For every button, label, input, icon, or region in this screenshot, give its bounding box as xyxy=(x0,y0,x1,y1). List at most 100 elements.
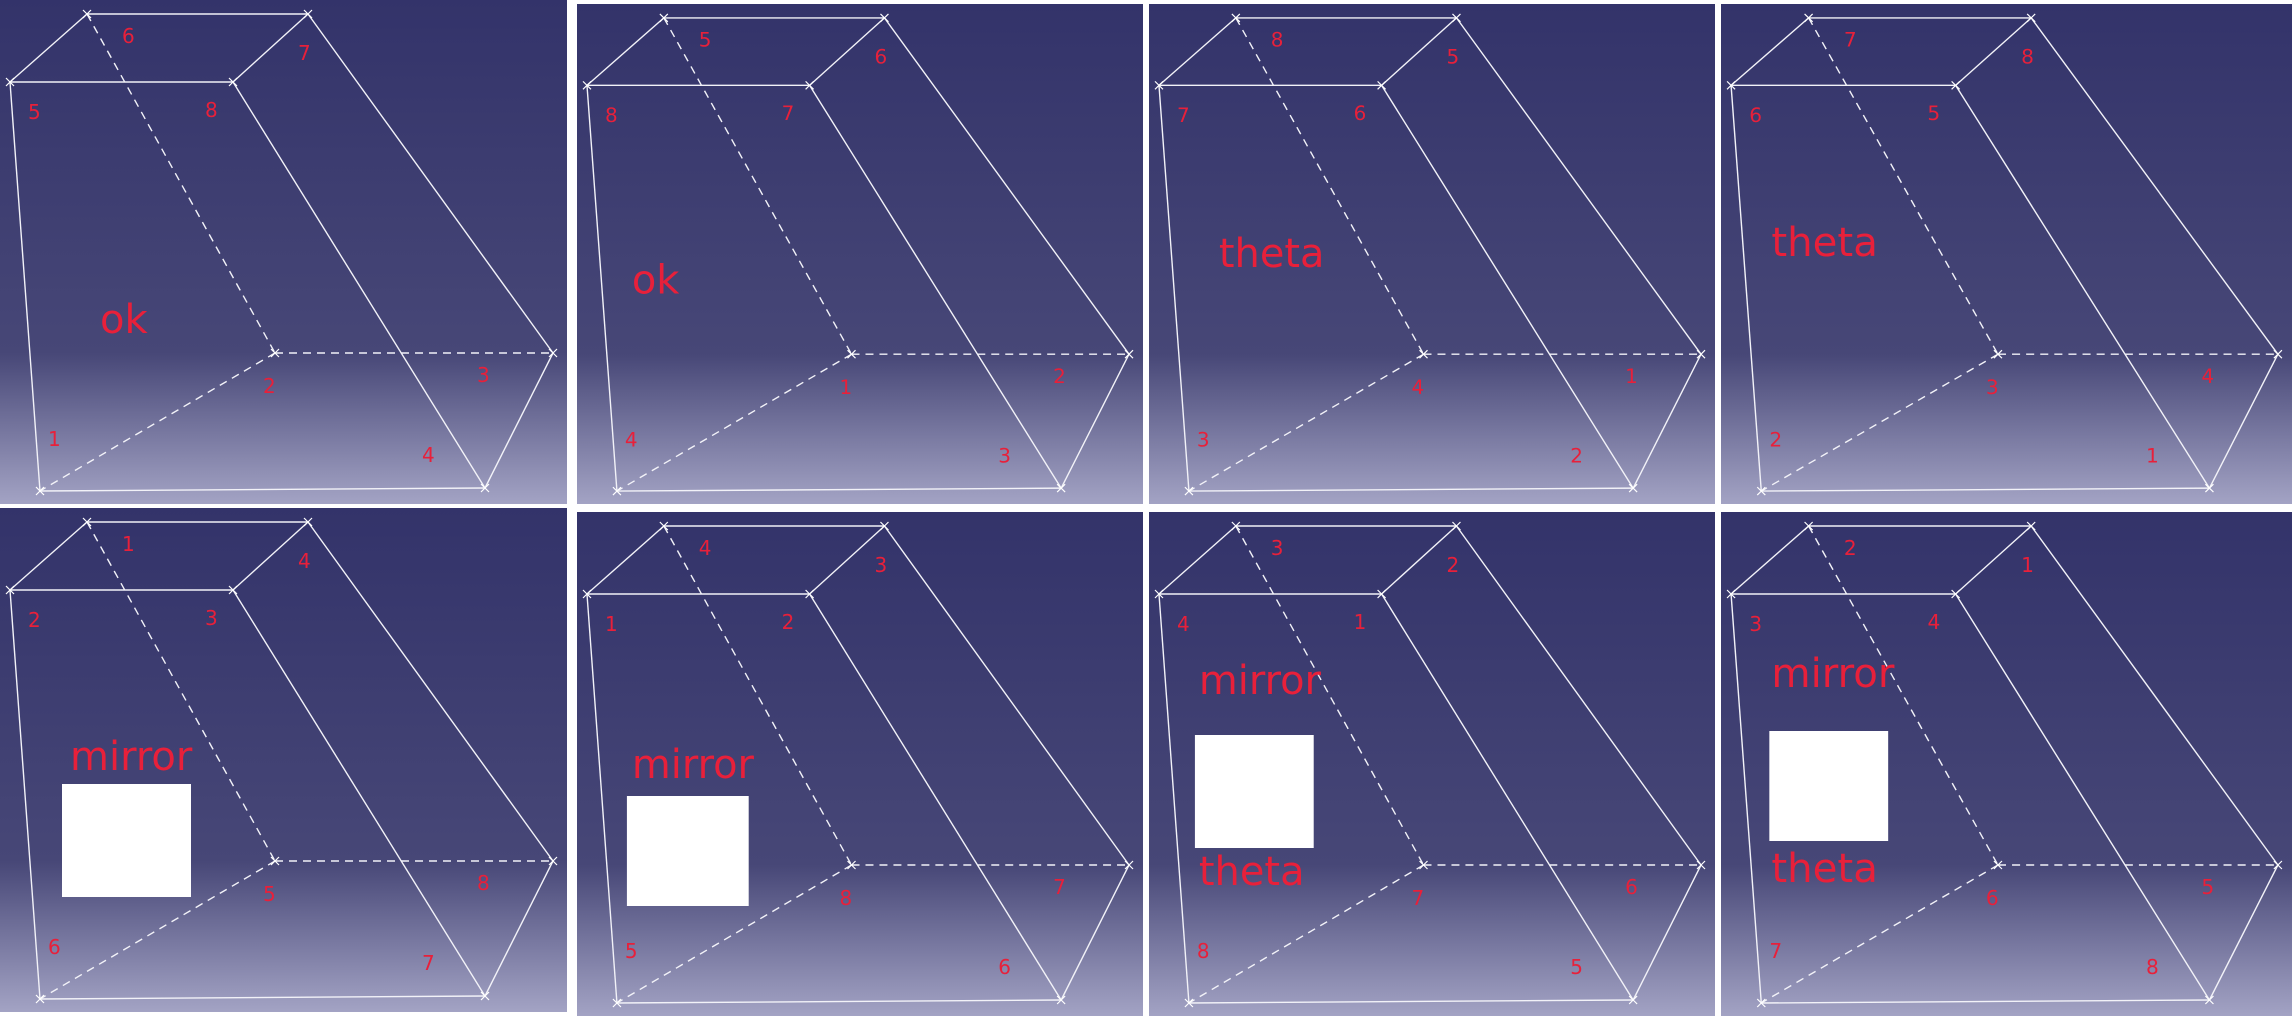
edge-AD xyxy=(1761,487,2210,492)
edge-CD xyxy=(1060,353,1130,489)
panel-background xyxy=(0,508,567,1012)
vertex-marker xyxy=(1154,80,1164,90)
vertex-label: 2 xyxy=(1446,553,1459,577)
vertex-label: 7 xyxy=(422,951,435,975)
hidden-edge-QB xyxy=(663,525,853,866)
vertex-marker xyxy=(548,856,558,866)
vertex-marker xyxy=(612,998,622,1008)
vertex-label: 6 xyxy=(122,24,135,48)
vertex-label: 3 xyxy=(477,363,490,387)
edge-PA xyxy=(9,81,41,492)
edge-RC xyxy=(1455,17,1702,355)
vertex-label: 3 xyxy=(1271,536,1284,560)
vertex-label: 1 xyxy=(1625,365,1638,388)
edge-SD xyxy=(1380,593,1634,1001)
vertex-marker xyxy=(1154,589,1164,599)
edge-CD xyxy=(484,352,554,489)
mirror-box xyxy=(1194,735,1314,848)
hidden-edge-BA xyxy=(1188,864,1424,1004)
vertex-label: 1 xyxy=(840,376,853,399)
vertex-label: 8 xyxy=(477,871,490,895)
vertex-label: 4 xyxy=(1412,376,1425,399)
edge-RS xyxy=(1381,17,1457,86)
vertex-marker xyxy=(82,517,92,527)
vertex-marker xyxy=(1056,995,1066,1005)
transform-caption: ok xyxy=(100,297,148,343)
vertex-label: 8 xyxy=(1197,939,1210,963)
vertex-label: 5 xyxy=(2201,875,2214,899)
transform-caption: ok xyxy=(632,258,680,304)
cube-drawing: 1 2 3 4 5 6 7 8 ok xyxy=(0,0,567,504)
vertex-marker xyxy=(1726,589,1736,599)
edge-SD xyxy=(1955,84,2211,489)
vertex-label: 6 xyxy=(1986,886,1999,910)
vertex-marker xyxy=(1377,80,1387,90)
edge-AD xyxy=(616,487,1062,492)
hidden-edge-QB xyxy=(1235,17,1425,355)
vertex-marker xyxy=(659,13,669,23)
vertex-label: 2 xyxy=(1844,536,1857,560)
vertex-label: 2 xyxy=(1769,428,1782,452)
vertex-marker xyxy=(1696,860,1706,870)
vertex-label: 1 xyxy=(2146,443,2159,467)
vertex-label: 4 xyxy=(422,443,435,467)
vertex-label: 7 xyxy=(1177,104,1190,127)
vertex-label: 5 xyxy=(1927,101,1940,125)
edge-RS xyxy=(1381,525,1457,595)
edge-RS xyxy=(232,521,309,591)
transform-caption: theta xyxy=(1199,849,1305,895)
vertex-marker xyxy=(1184,998,1194,1008)
vertex-label: 1 xyxy=(48,427,61,451)
vertex-label: 4 xyxy=(2201,364,2214,388)
vertex-label: 5 xyxy=(1446,46,1459,69)
vertex-label: 7 xyxy=(1053,875,1066,899)
diagram-panel-bottom-1: 6 5 8 7 2 1 4 3 mirror xyxy=(0,508,567,1012)
vertex-label: 5 xyxy=(625,939,638,963)
vertex-marker xyxy=(1804,13,1814,23)
edge-RC xyxy=(307,13,554,354)
edge-RS xyxy=(1955,17,2032,86)
vertex-marker xyxy=(805,80,815,90)
vertex-marker xyxy=(1628,483,1638,493)
vertex-marker xyxy=(480,991,490,1001)
edge-RS xyxy=(809,525,885,595)
vertex-marker xyxy=(880,521,889,531)
vertex-label: 7 xyxy=(1769,939,1782,963)
vertex-label: 4 xyxy=(699,536,712,560)
edge-CD xyxy=(2208,353,2279,489)
vertex-label: 3 xyxy=(874,553,887,577)
vertex-marker xyxy=(1377,589,1387,599)
hidden-edge-BA xyxy=(39,352,276,492)
edge-PQ xyxy=(586,17,665,86)
vertex-label: 1 xyxy=(122,532,135,556)
vertex-marker xyxy=(82,9,92,19)
diagram-panel-bottom-3: 8 7 6 5 4 3 2 1 mirror theta xyxy=(1149,512,1715,1016)
vertex-label: 5 xyxy=(28,100,41,124)
edge-AD xyxy=(1761,999,2210,1004)
edge-SD xyxy=(1955,593,2211,1001)
edge-PQ xyxy=(9,13,88,83)
mirror-box xyxy=(626,796,749,906)
vertex-label: 4 xyxy=(1177,612,1190,636)
mirror-box xyxy=(1769,731,1889,841)
vertex-marker xyxy=(1419,860,1428,870)
edge-SD xyxy=(232,81,486,489)
edge-CD xyxy=(2208,864,2279,1001)
vertex-label: 7 xyxy=(782,102,795,125)
cube-drawing: 6 5 8 7 2 1 4 3 mirror xyxy=(0,508,567,1012)
vertex-marker xyxy=(1124,860,1134,870)
vertex-marker xyxy=(1993,860,2003,870)
vertex-label: 3 xyxy=(205,606,218,630)
vertex-marker xyxy=(303,9,313,19)
cube-drawing: 4 1 2 3 8 5 6 7 ok xyxy=(577,4,1143,504)
hidden-edge-BA xyxy=(616,864,852,1004)
edge-PA xyxy=(586,85,618,492)
panel-background xyxy=(1721,4,2292,504)
panel-background xyxy=(1149,4,1715,504)
transform-caption: theta xyxy=(1219,231,1325,277)
vertex-label: 5 xyxy=(263,882,276,906)
vertex-label: 6 xyxy=(998,955,1011,979)
hidden-edge-BA xyxy=(1760,353,1999,492)
edge-PA xyxy=(1158,85,1190,492)
panel-background xyxy=(577,512,1143,1016)
